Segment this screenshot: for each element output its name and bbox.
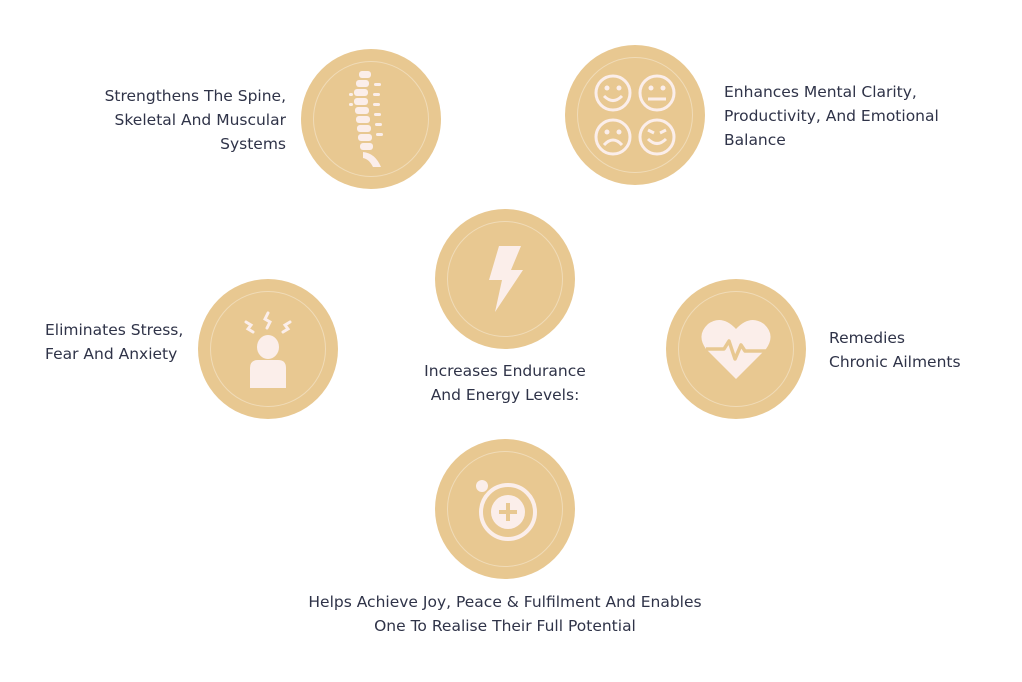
energy-circle bbox=[435, 209, 575, 349]
joy-label-line: One To Realise Their Full Potential bbox=[374, 617, 636, 635]
spine-label: Strengthens The Spine, Skeletal And Musc… bbox=[70, 84, 286, 156]
mental-label: Enhances Mental Clarity, Productivity, A… bbox=[724, 80, 939, 152]
plus-circle-icon bbox=[476, 480, 537, 541]
stressed-person-icon bbox=[244, 311, 292, 388]
joy-label-line: Helps Achieve Joy, Peace & Fulfilment An… bbox=[308, 593, 702, 611]
spine-icon bbox=[349, 71, 383, 167]
mental-circle bbox=[565, 45, 705, 185]
spine-label-line: Systems bbox=[220, 135, 286, 153]
spine-label-line: Strengthens The Spine, bbox=[104, 87, 286, 105]
energy-label-line: And Energy Levels: bbox=[430, 386, 580, 404]
energy-label-line: Increases Endurance bbox=[424, 362, 586, 380]
mental-label-line: Balance bbox=[724, 131, 786, 149]
spine-label-line: Skeletal And Muscular bbox=[114, 111, 286, 129]
ailments-label-line: Remedies bbox=[829, 329, 906, 347]
joy-circle bbox=[435, 439, 575, 579]
heart-pulse-icon bbox=[701, 320, 771, 379]
stress-label-line: Eliminates Stress, bbox=[45, 321, 184, 339]
energy-label: Increases Endurance And Energy Levels: bbox=[405, 359, 605, 407]
mental-label-line: Productivity, And Emotional bbox=[724, 107, 939, 125]
spine-circle bbox=[301, 49, 441, 189]
ailments-label: Remedies Chronic Ailments bbox=[829, 326, 961, 374]
emotions-faces-icon bbox=[594, 74, 676, 156]
stress-label: Eliminates Stress, Fear And Anxiety bbox=[45, 318, 183, 366]
ailments-circle bbox=[666, 279, 806, 419]
stress-circle bbox=[198, 279, 338, 419]
stress-label-line: Fear And Anxiety bbox=[45, 345, 178, 363]
mental-label-line: Enhances Mental Clarity, bbox=[724, 83, 917, 101]
lightning-bolt-icon bbox=[489, 246, 523, 312]
ailments-label-line: Chronic Ailments bbox=[829, 353, 961, 371]
joy-label: Helps Achieve Joy, Peace & Fulfilment An… bbox=[265, 590, 745, 638]
